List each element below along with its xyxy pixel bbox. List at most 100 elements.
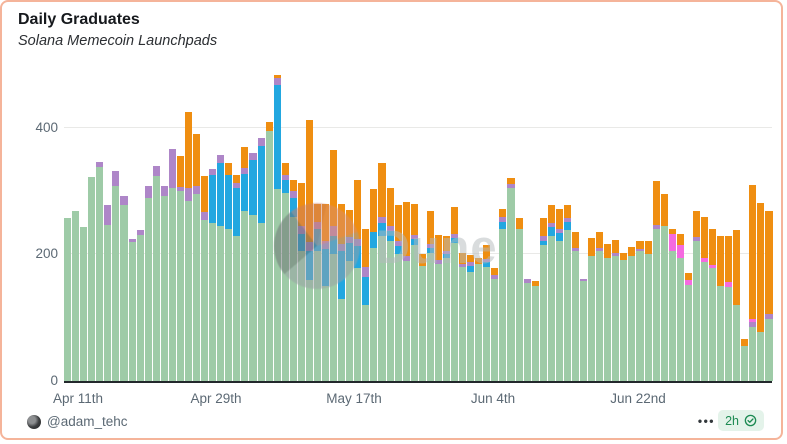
bar-apr-16[interactable]	[104, 205, 112, 381]
bar-may-11[interactable]	[305, 119, 313, 381]
bar-jun-17[interactable]	[604, 243, 612, 381]
bar-jun-19[interactable]	[620, 253, 628, 381]
segment-purple	[338, 243, 346, 252]
segment-purple	[442, 250, 450, 254]
bar-may-5[interactable]	[257, 138, 265, 381]
bar-jun-1[interactable]	[475, 257, 483, 381]
bar-may-1[interactable]	[225, 162, 233, 381]
bar-jul-1[interactable]	[717, 235, 725, 381]
bar-apr-28[interactable]	[201, 176, 209, 381]
author-avatar[interactable]	[27, 415, 41, 429]
bar-jul-6[interactable]	[757, 203, 765, 381]
bar-apr-15[interactable]	[96, 162, 104, 381]
segment-green	[467, 272, 475, 381]
bar-jun-15[interactable]	[588, 238, 596, 381]
bar-jun-12[interactable]	[563, 205, 571, 381]
bar-may-14[interactable]	[330, 150, 338, 381]
bar-jun-9[interactable]	[539, 218, 547, 381]
bar-jun-16[interactable]	[596, 232, 604, 381]
bar-jun-20[interactable]	[628, 246, 636, 381]
segment-blue	[394, 246, 402, 254]
bar-jun-11[interactable]	[555, 208, 563, 381]
freshness-badge[interactable]: 2h	[718, 410, 764, 431]
bar-jun-8[interactable]	[531, 281, 539, 381]
segment-green	[370, 248, 378, 381]
bar-apr-25[interactable]	[176, 155, 184, 381]
segment-purple	[144, 186, 152, 198]
bar-jun-27[interactable]	[684, 273, 692, 381]
bar-jul-2[interactable]	[725, 235, 733, 381]
author-handle[interactable]: @adam_tehc	[47, 414, 128, 429]
bar-may-20[interactable]	[378, 162, 386, 381]
bar-apr-27[interactable]	[193, 134, 201, 381]
bar-jul-4[interactable]	[741, 338, 749, 381]
bar-may-28[interactable]	[442, 235, 450, 381]
bar-apr-23[interactable]	[160, 186, 168, 381]
bar-apr-21[interactable]	[144, 186, 152, 381]
bar-may-3[interactable]	[241, 146, 249, 381]
bar-apr-14[interactable]	[88, 177, 96, 381]
bar-apr-26[interactable]	[184, 112, 192, 381]
bar-may-7[interactable]	[273, 74, 281, 381]
bar-may-24[interactable]	[410, 203, 418, 381]
bar-may-26[interactable]	[426, 210, 434, 381]
bar-may-12[interactable]	[313, 203, 321, 381]
bar-jun-3[interactable]	[491, 267, 499, 381]
bar-jun-26[interactable]	[676, 233, 684, 381]
bar-apr-29[interactable]	[209, 169, 217, 381]
bar-jun-24[interactable]	[660, 194, 668, 381]
segment-green	[72, 211, 80, 381]
bar-may-29[interactable]	[451, 207, 459, 381]
bar-jul-7[interactable]	[765, 211, 773, 381]
bar-apr-19[interactable]	[128, 239, 136, 381]
bar-may-10[interactable]	[297, 183, 305, 381]
bar-may-13[interactable]	[322, 203, 330, 381]
bar-may-19[interactable]	[370, 189, 378, 381]
bar-jun-5[interactable]	[507, 177, 515, 381]
bar-jun-10[interactable]	[547, 205, 555, 381]
bar-may-21[interactable]	[386, 188, 394, 381]
bar-may-17[interactable]	[354, 180, 362, 381]
bar-apr-18[interactable]	[120, 195, 128, 381]
bar-jun-21[interactable]	[636, 241, 644, 381]
bar-jun-30[interactable]	[709, 229, 717, 381]
bar-may-31[interactable]	[467, 254, 475, 381]
bar-jun-6[interactable]	[515, 217, 523, 381]
bar-jun-25[interactable]	[668, 228, 676, 381]
bar-jun-13[interactable]	[571, 232, 579, 381]
bar-may-25[interactable]	[418, 254, 426, 381]
bar-jun-18[interactable]	[612, 239, 620, 381]
bar-may-15[interactable]	[338, 203, 346, 381]
bar-apr-22[interactable]	[152, 165, 160, 381]
bar-jun-4[interactable]	[499, 208, 507, 381]
bar-may-22[interactable]	[394, 204, 402, 381]
bar-apr-11[interactable]	[64, 217, 72, 381]
bar-apr-13[interactable]	[80, 227, 88, 381]
bar-may-16[interactable]	[346, 210, 354, 381]
bar-may-6[interactable]	[265, 121, 273, 381]
bar-may-30[interactable]	[459, 252, 467, 381]
bar-may-2[interactable]	[233, 175, 241, 381]
bar-may-23[interactable]	[402, 201, 410, 381]
bar-apr-30[interactable]	[217, 155, 225, 381]
bar-may-18[interactable]	[362, 229, 370, 381]
bar-apr-12[interactable]	[72, 211, 80, 381]
bar-apr-24[interactable]	[168, 148, 176, 381]
bar-jun-14[interactable]	[580, 278, 588, 381]
bar-may-9[interactable]	[289, 179, 297, 381]
bar-jul-3[interactable]	[733, 230, 741, 381]
bar-may-4[interactable]	[249, 153, 257, 381]
bar-jun-2[interactable]	[483, 245, 491, 381]
segment-orange	[676, 233, 684, 245]
bar-jun-29[interactable]	[700, 216, 708, 381]
bar-jun-22[interactable]	[644, 240, 652, 381]
bar-jun-7[interactable]	[523, 279, 531, 381]
bar-jul-5[interactable]	[749, 184, 757, 381]
bar-may-27[interactable]	[434, 234, 442, 381]
bar-may-8[interactable]	[281, 162, 289, 381]
bar-apr-17[interactable]	[112, 170, 120, 381]
bar-apr-20[interactable]	[136, 230, 144, 381]
more-menu-button[interactable]: •••	[697, 414, 715, 428]
bar-jun-23[interactable]	[652, 181, 660, 381]
bar-jun-28[interactable]	[692, 210, 700, 381]
